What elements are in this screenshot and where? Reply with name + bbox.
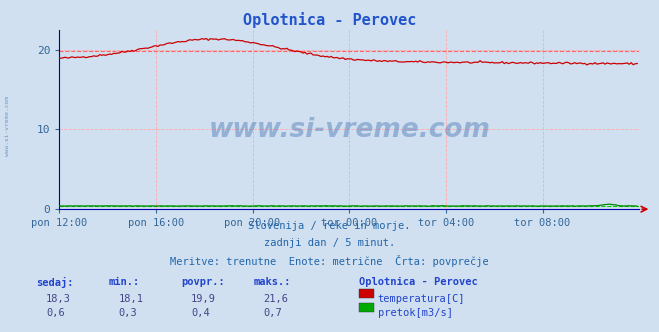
Text: 19,9: 19,9 [191, 294, 216, 304]
Text: zadnji dan / 5 minut.: zadnji dan / 5 minut. [264, 238, 395, 248]
Text: 18,1: 18,1 [119, 294, 144, 304]
Text: 0,4: 0,4 [191, 308, 210, 318]
Text: Meritve: trenutne  Enote: metrične  Črta: povprečje: Meritve: trenutne Enote: metrične Črta: … [170, 255, 489, 267]
Text: www.si-vreme.com: www.si-vreme.com [5, 96, 11, 156]
Text: temperatura[C]: temperatura[C] [378, 294, 465, 304]
Text: Oplotnica - Perovec: Oplotnica - Perovec [243, 12, 416, 28]
Text: maks.:: maks.: [254, 277, 291, 287]
Text: 21,6: 21,6 [264, 294, 289, 304]
Text: 0,7: 0,7 [264, 308, 282, 318]
Text: pretok[m3/s]: pretok[m3/s] [378, 308, 453, 318]
Text: 0,6: 0,6 [46, 308, 65, 318]
Text: 0,3: 0,3 [119, 308, 137, 318]
Text: 18,3: 18,3 [46, 294, 71, 304]
Text: sedaj:: sedaj: [36, 277, 74, 288]
Text: www.si-vreme.com: www.si-vreme.com [208, 117, 490, 143]
Text: Oplotnica - Perovec: Oplotnica - Perovec [359, 277, 478, 287]
Text: Slovenija / reke in morje.: Slovenija / reke in morje. [248, 221, 411, 231]
Text: povpr.:: povpr.: [181, 277, 225, 287]
Text: min.:: min.: [109, 277, 140, 287]
